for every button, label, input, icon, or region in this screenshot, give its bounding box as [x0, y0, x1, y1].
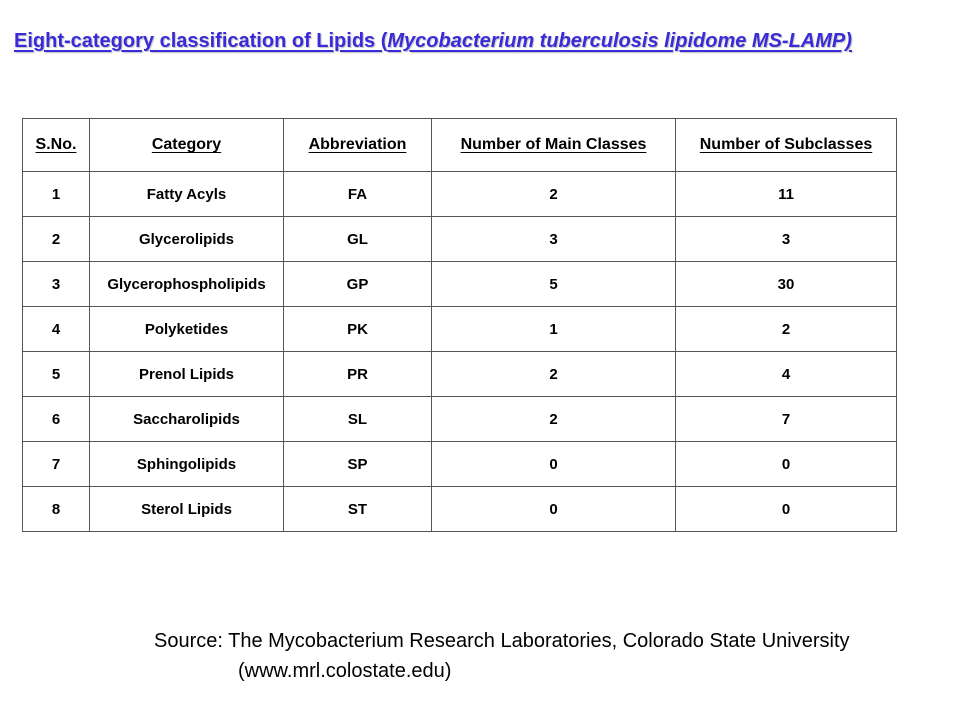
cell-main-classes: 2: [431, 171, 676, 217]
cell-abbreviation: GP: [283, 261, 432, 307]
lipid-classification-table: S.No. Category Abbreviation Number of Ma…: [22, 118, 897, 532]
cell-category: Saccharolipids: [89, 396, 284, 442]
cell-subclasses: 4: [675, 351, 897, 397]
cell-abbreviation: FA: [283, 171, 432, 217]
cell-sno: 5: [22, 351, 90, 397]
cell-sno: 3: [22, 261, 90, 307]
table-row: 2 Glycerolipids GL 3 3: [22, 216, 897, 262]
cell-category: Polyketides: [89, 306, 284, 352]
cell-sno: 6: [22, 396, 90, 442]
cell-category: Sterol Lipids: [89, 486, 284, 532]
source-citation: Source: The Mycobacterium Research Labor…: [154, 626, 850, 686]
cell-abbreviation: PK: [283, 306, 432, 352]
cell-category: Glycerolipids: [89, 216, 284, 262]
cell-subclasses: 11: [675, 171, 897, 217]
cell-abbreviation: SP: [283, 441, 432, 487]
table-row: 8 Sterol Lipids ST 0 0: [22, 486, 897, 532]
table-row: 3 Glycerophospholipids GP 5 30: [22, 261, 897, 307]
table-row: 5 Prenol Lipids PR 2 4: [22, 351, 897, 397]
cell-main-classes: 2: [431, 351, 676, 397]
table-row: 1 Fatty Acyls FA 2 11: [22, 171, 897, 217]
header-category: Category: [89, 118, 284, 172]
cell-main-classes: 0: [431, 486, 676, 532]
source-url: (www.mrl.colostate.edu): [238, 660, 452, 682]
page-title: Eight-category classification of Lipids …: [14, 30, 852, 53]
cell-subclasses: 3: [675, 216, 897, 262]
cell-subclasses: 0: [675, 486, 897, 532]
cell-subclasses: 30: [675, 261, 897, 307]
source-line: Source: The Mycobacterium Research Labor…: [154, 630, 850, 652]
cell-subclasses: 7: [675, 396, 897, 442]
cell-sno: 8: [22, 486, 90, 532]
cell-main-classes: 5: [431, 261, 676, 307]
cell-main-classes: 1: [431, 306, 676, 352]
cell-category: Sphingolipids: [89, 441, 284, 487]
cell-sno: 2: [22, 216, 90, 262]
cell-subclasses: 0: [675, 441, 897, 487]
table-row: 7 Sphingolipids SP 0 0: [22, 441, 897, 487]
header-main-classes: Number of Main Classes: [431, 118, 676, 172]
header-subclasses: Number of Subclasses: [675, 118, 897, 172]
cell-category: Glycerophospholipids: [89, 261, 284, 307]
cell-sno: 1: [22, 171, 90, 217]
cell-abbreviation: ST: [283, 486, 432, 532]
cell-abbreviation: PR: [283, 351, 432, 397]
title-italic: Mycobacterium tuberculosis lipidome MS-L…: [387, 30, 852, 52]
cell-sno: 7: [22, 441, 90, 487]
cell-subclasses: 2: [675, 306, 897, 352]
cell-main-classes: 3: [431, 216, 676, 262]
header-sno: S.No.: [22, 118, 90, 172]
cell-main-classes: 0: [431, 441, 676, 487]
cell-sno: 4: [22, 306, 90, 352]
cell-abbreviation: SL: [283, 396, 432, 442]
cell-abbreviation: GL: [283, 216, 432, 262]
table-row: 4 Polyketides PK 1 2: [22, 306, 897, 352]
title-main: Eight-category classification of Lipids …: [14, 30, 388, 52]
cell-main-classes: 2: [431, 396, 676, 442]
header-abbreviation: Abbreviation: [283, 118, 432, 172]
cell-category: Prenol Lipids: [89, 351, 284, 397]
table-header-row: S.No. Category Abbreviation Number of Ma…: [22, 118, 897, 172]
table-row: 6 Saccharolipids SL 2 7: [22, 396, 897, 442]
cell-category: Fatty Acyls: [89, 171, 284, 217]
